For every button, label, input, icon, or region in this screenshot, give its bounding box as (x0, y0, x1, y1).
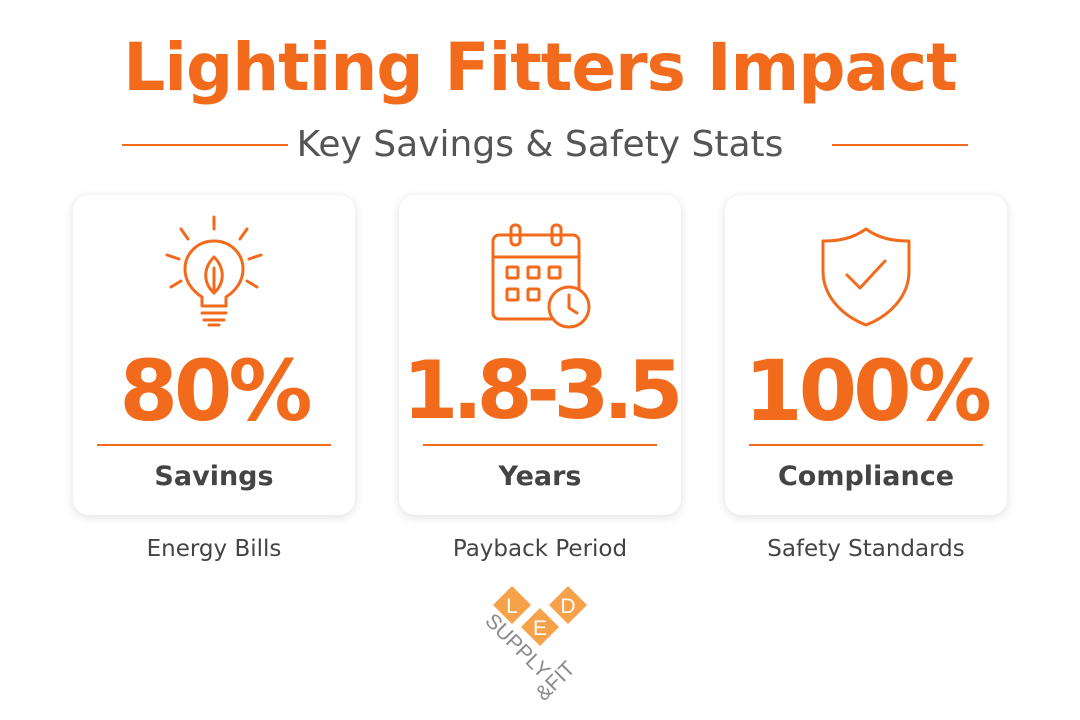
svg-text:L: L (506, 595, 518, 618)
stat-caption: Energy Bills (146, 536, 282, 562)
logo-diamond-e: E (521, 608, 559, 646)
stat-value: 1.8-3.5 (402, 344, 684, 437)
stat-card-compliance: 100% Compliance (725, 195, 1007, 515)
subtitle: Key Savings & Safety Stats (296, 124, 784, 165)
svg-text:E: E (533, 617, 547, 640)
subtitle-rule-right (832, 144, 968, 146)
page-title: Lighting Fitters Impact (123, 29, 957, 106)
stat-value: 100% (744, 342, 992, 440)
stat-label: Compliance (777, 461, 955, 492)
stat-caption: Payback Period (452, 536, 628, 562)
subtitle-rule-left (122, 144, 288, 146)
logo-diamond-l: L (493, 586, 531, 624)
stat-card-savings: 80% Savings (73, 195, 355, 515)
calendar-clock-icon (491, 223, 591, 329)
card-divider (423, 444, 657, 446)
logo-diamond-d: D (549, 586, 587, 624)
subtitle-row: Key Savings & Safety Stats (0, 122, 1080, 168)
stat-label: Years (498, 461, 582, 492)
card-divider (97, 444, 331, 446)
stat-value: 80% (119, 342, 312, 440)
shield-check-icon (821, 227, 911, 327)
led-supply-fit-logo: L E D SUPPLY &FIT (480, 586, 587, 706)
card-divider (749, 444, 983, 446)
svg-text:D: D (560, 595, 575, 618)
lightbulb-leaf-icon (165, 215, 263, 327)
stat-card-payback: 1.8-3.5 Years (399, 195, 684, 515)
stat-label: Savings (154, 461, 274, 492)
stat-caption: Safety Standards (767, 536, 965, 562)
